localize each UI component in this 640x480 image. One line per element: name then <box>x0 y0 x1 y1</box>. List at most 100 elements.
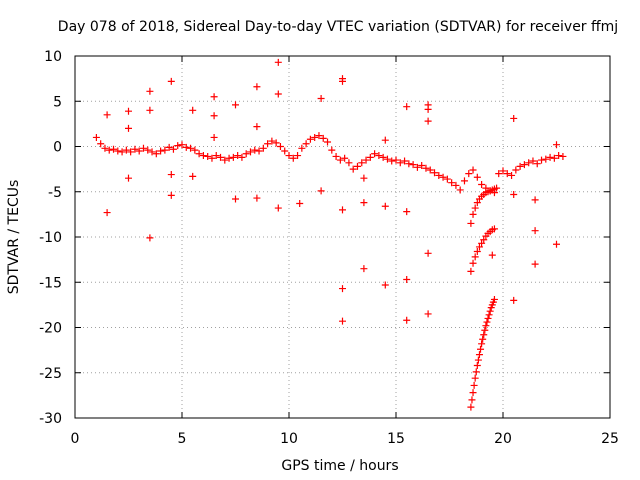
data-point <box>401 157 409 165</box>
data-point <box>512 166 520 174</box>
data-point <box>550 154 558 162</box>
data-point <box>169 145 177 153</box>
data-point <box>473 362 481 370</box>
data-point <box>460 177 468 185</box>
data-point <box>234 152 242 160</box>
data-point <box>392 156 400 164</box>
data-point <box>311 133 319 141</box>
y-tick-label: -10 <box>39 230 62 246</box>
data-point <box>360 265 368 273</box>
data-point <box>483 318 491 326</box>
data-point <box>468 396 476 404</box>
data-point <box>456 186 464 194</box>
x-axis-label: GPS time / hours <box>281 458 398 474</box>
data-point <box>122 146 130 154</box>
data-point <box>481 326 489 334</box>
data-point <box>452 181 460 189</box>
data-point <box>152 150 160 158</box>
data-point <box>424 249 432 257</box>
data-point <box>336 156 344 164</box>
series-isolated-points <box>103 58 560 325</box>
data-point <box>101 144 109 152</box>
data-point <box>167 77 175 85</box>
data-point <box>510 190 518 198</box>
data-point <box>488 251 496 259</box>
y-axis-label: SDTVAR / TECUs <box>6 180 22 295</box>
data-point <box>467 267 475 275</box>
series-descending-arc-2 <box>467 225 498 275</box>
data-point <box>486 307 494 315</box>
data-point <box>478 181 486 189</box>
data-point <box>413 163 421 171</box>
data-point <box>332 152 340 160</box>
data-point <box>229 153 237 161</box>
data-point <box>542 155 550 163</box>
data-point <box>199 152 207 160</box>
data-point <box>448 179 456 187</box>
data-point <box>210 112 218 120</box>
data-point <box>281 147 289 155</box>
data-point <box>362 156 370 164</box>
data-point <box>274 204 282 212</box>
data-point <box>296 200 304 208</box>
data-point <box>555 152 563 160</box>
data-point <box>471 374 479 382</box>
data-point <box>253 194 261 202</box>
chart-title: Day 078 of 2018, Sidereal Day-to-day VTE… <box>58 19 618 35</box>
data-point <box>431 169 439 177</box>
data-point <box>381 281 389 289</box>
data-point <box>146 106 154 114</box>
data-point <box>125 107 132 115</box>
data-point <box>339 206 346 214</box>
data-point <box>469 259 477 267</box>
data-point <box>360 174 368 182</box>
data-point <box>477 345 485 353</box>
data-point <box>178 141 186 149</box>
data-point <box>232 195 239 203</box>
data-point <box>472 368 480 376</box>
data-point <box>268 137 276 145</box>
data-point <box>302 140 310 148</box>
data-point <box>210 133 218 141</box>
data-point <box>396 159 404 167</box>
data-point <box>114 147 122 155</box>
data-point <box>195 150 203 158</box>
data-point <box>294 152 302 160</box>
data-point <box>324 138 332 146</box>
data-point <box>285 152 293 160</box>
data-point <box>439 173 447 181</box>
data-point <box>238 153 246 161</box>
y-tick-label: -25 <box>39 366 62 382</box>
data-point <box>478 340 486 348</box>
y-tick-label: 10 <box>44 49 62 65</box>
data-point <box>470 381 478 389</box>
data-point <box>353 162 361 170</box>
data-point <box>289 154 297 162</box>
axis-ticks: 0 5 10 15 20 25 -30 -25 -20 -15 -10 -5 0 5 10 <box>39 49 619 447</box>
data-point <box>251 146 259 154</box>
data-point <box>210 93 218 101</box>
data-point <box>383 155 391 163</box>
data-point <box>529 157 537 165</box>
x-tick-label: 20 <box>494 431 512 447</box>
x-tick-label: 5 <box>178 431 187 447</box>
data-point <box>403 316 411 324</box>
data-point <box>110 145 118 153</box>
data-point <box>482 322 490 330</box>
data-point <box>319 134 327 142</box>
data-point <box>474 356 482 364</box>
data-point <box>315 132 323 140</box>
data-point <box>242 150 250 158</box>
data-point <box>127 148 135 156</box>
data-point <box>480 331 488 339</box>
data-point <box>274 58 282 66</box>
data-point <box>358 159 366 167</box>
data-point <box>559 152 567 160</box>
data-point <box>146 87 154 95</box>
data-point <box>531 196 539 204</box>
data-point <box>508 171 516 179</box>
data-point <box>424 310 432 318</box>
data-point <box>371 150 379 158</box>
data-point <box>189 172 197 180</box>
